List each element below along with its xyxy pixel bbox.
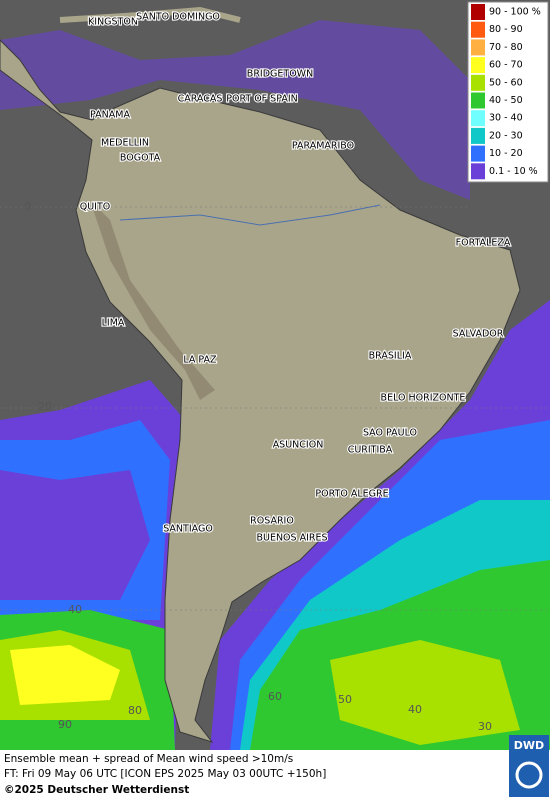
city-label: SANTO DOMINGO	[136, 12, 220, 23]
logo-text: DWD	[514, 739, 544, 752]
legend-label: 40 - 50	[489, 95, 523, 106]
legend-swatch	[471, 4, 485, 20]
legend-label: 30 - 40	[489, 113, 523, 124]
legend-swatch	[471, 110, 485, 127]
city-label: LA PAZ	[183, 355, 217, 366]
grid-label: 40	[68, 603, 82, 616]
grid-label: 40	[408, 703, 422, 716]
caribbean-islands	[59, 6, 241, 23]
grid-label: 50	[338, 693, 352, 706]
field-yellow	[10, 645, 120, 705]
city-label: QUITO	[80, 202, 111, 213]
city-label: PARAMARIBO	[292, 141, 354, 152]
legend-label: 20 - 30	[489, 130, 523, 141]
footer	[0, 750, 550, 800]
logo-icon	[515, 761, 543, 789]
legend-swatch	[471, 127, 485, 144]
field-purple-inner	[0, 470, 150, 600]
city-label: BRIDGETOWN	[247, 69, 313, 80]
copyright: ©2025 Deutscher Wetterdienst	[4, 784, 189, 796]
footer-line: Ensemble mean + spread of Mean wind spee…	[4, 753, 293, 765]
grid-label: 80	[128, 704, 142, 717]
amazon-river	[119, 204, 381, 226]
legend-label: 0.1 - 10 %	[489, 166, 538, 177]
legend-label: 10 - 20	[489, 148, 523, 159]
grid-label: 0	[25, 200, 32, 213]
city-label: SAO PAULO	[363, 428, 417, 439]
andes	[90, 200, 215, 400]
city-label: PANAMA	[90, 110, 130, 121]
legend-swatch	[471, 145, 485, 162]
land-south-america	[0, 39, 521, 743]
city-label: FORTALEZA	[456, 238, 511, 249]
city-label: CURITIBA	[348, 445, 393, 456]
city-label: LIMA	[102, 318, 125, 329]
city-label: BRASILIA	[369, 351, 412, 362]
grid-label: 60	[268, 690, 282, 703]
legend-label: 60 - 70	[489, 60, 523, 71]
grid-label: 20	[38, 400, 52, 413]
field-top	[0, 20, 470, 200]
city-label: ROSARIO	[250, 516, 294, 527]
legend-swatch	[471, 21, 485, 38]
legend-label: 90 - 100 %	[489, 7, 541, 18]
city-label: BOGOTA	[120, 153, 161, 164]
city-label: MEDELLIN	[101, 138, 149, 149]
city-label: SANTIAGO	[163, 524, 213, 535]
legend-swatch	[471, 57, 485, 74]
legend-label: 80 - 90	[489, 24, 523, 35]
city-label: KINGSTON	[88, 17, 138, 28]
legend-swatch	[471, 163, 485, 180]
grid-lines	[0, 206, 550, 611]
legend-swatch	[471, 92, 485, 109]
legend-label: 50 - 60	[489, 77, 523, 88]
city-label: PORTO ALEGRE	[315, 489, 388, 500]
city-label: CARACAS	[178, 94, 223, 105]
legend-swatch	[471, 39, 485, 56]
city-label: SALVADOR	[453, 329, 504, 340]
grid-label: 90	[58, 718, 72, 731]
field-yellowgreen-right	[330, 640, 520, 745]
city-label: BELO HORIZONTE	[381, 393, 466, 404]
city-label: BUENOS AIRES	[256, 533, 327, 544]
grid-label: 30	[478, 720, 492, 733]
city-label: PORT OF SPAIN	[226, 94, 297, 105]
footer-line: FT: Fri 09 May 06 UTC [ICON EPS 2025 May…	[4, 768, 326, 780]
legend-label: 70 - 80	[489, 42, 523, 53]
legend-swatch	[471, 74, 485, 91]
city-label: ASUNCION	[273, 440, 324, 451]
